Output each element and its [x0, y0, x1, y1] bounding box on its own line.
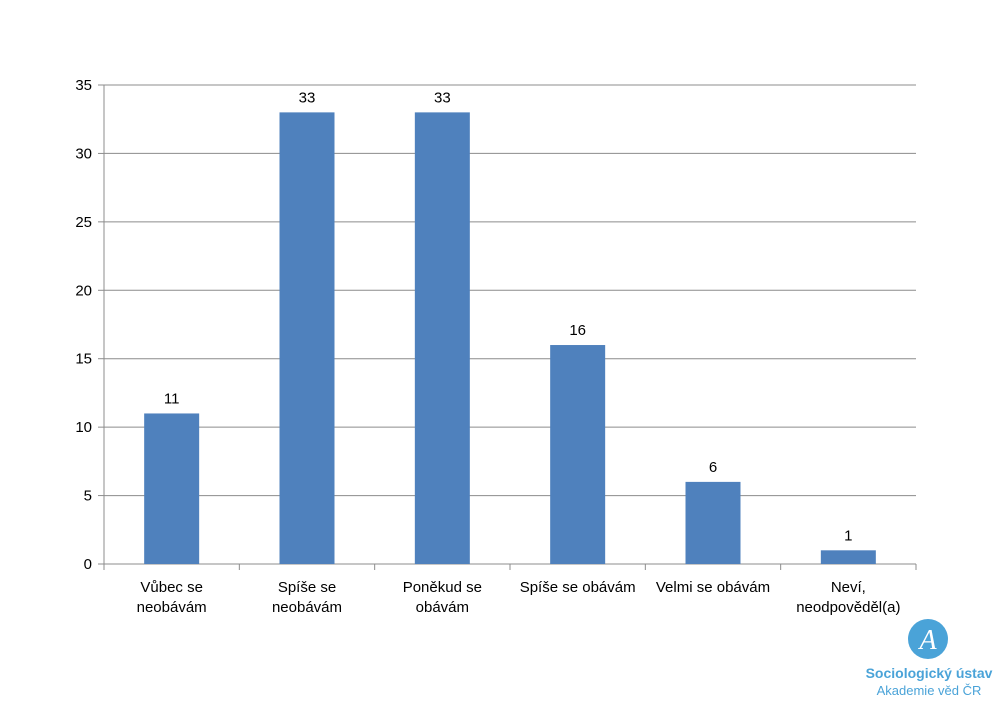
data-labels: 11 33 33 16 6 1 — [164, 89, 853, 544]
bar — [144, 413, 200, 564]
x-category-label: Neví, neodpověděl(a) — [796, 579, 901, 616]
x-category-label: Spíše se neobávám — [271, 579, 343, 616]
bar-value-label: 33 — [434, 89, 451, 106]
logo-mark-letter: A — [917, 625, 937, 656]
y-tick-label: 15 — [75, 351, 92, 368]
y-tick-label: 10 — [75, 419, 92, 436]
bar — [414, 112, 470, 564]
bar-value-label: 6 — [709, 459, 717, 476]
x-category-label: Poněkud se obávám — [402, 579, 482, 616]
logo-mark-icon: A — [908, 619, 948, 659]
y-tick-label: 25 — [75, 214, 92, 231]
y-tick-label: 20 — [75, 282, 92, 299]
bars — [144, 112, 876, 564]
x-category-label: Velmi se obávám — [655, 579, 771, 596]
y-tick-label: 30 — [75, 145, 92, 162]
bar — [685, 481, 741, 564]
bar — [820, 550, 876, 564]
y-tick-label: 35 — [75, 77, 92, 94]
bar-value-label: 33 — [299, 89, 316, 106]
gridlines — [104, 84, 916, 497]
bar-value-label: 11 — [164, 390, 180, 407]
bar — [550, 345, 606, 564]
bar — [279, 112, 335, 564]
bar-value-label: 1 — [844, 527, 852, 544]
bar-value-label: 16 — [569, 322, 586, 339]
y-tick-label: 0 — [84, 556, 92, 573]
institution-logo: A Sociologický ústav Akademie věd ČR — [858, 618, 1000, 707]
axes — [103, 85, 917, 570]
y-tick-label: 5 — [84, 488, 92, 505]
x-category-label: Spíše se obávám — [519, 579, 636, 596]
logo-institute-name: Sociologický ústav — [865, 665, 993, 681]
y-axis-ticks: 0 5 10 15 20 25 30 35 — [75, 77, 104, 573]
logo-academy-name: Akademie věd ČR — [876, 683, 982, 698]
x-category-label: Vůbec se neobávám — [136, 579, 207, 616]
